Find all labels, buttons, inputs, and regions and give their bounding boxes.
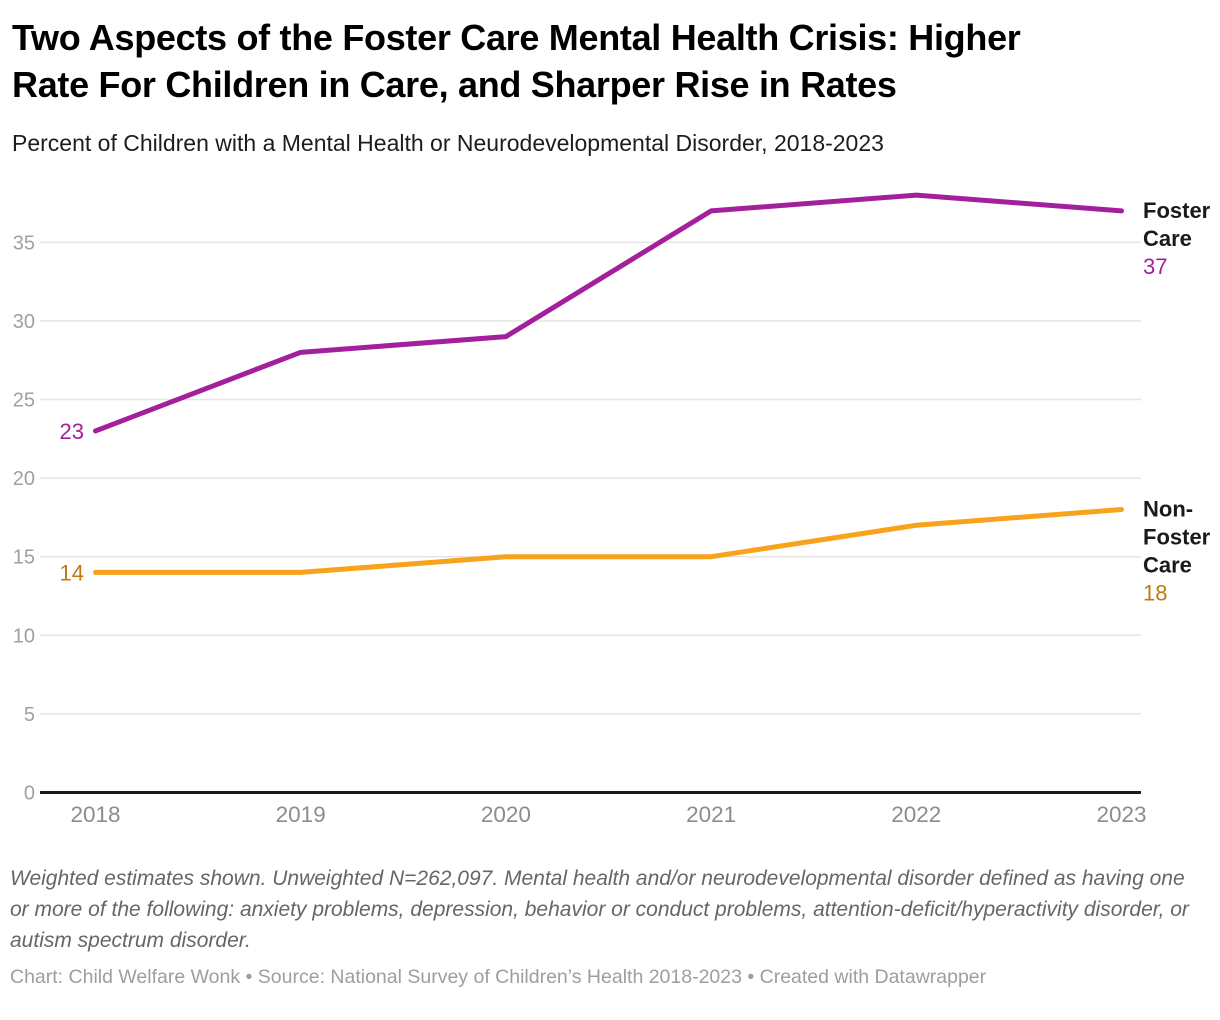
x-tick-label-2019: 2019 xyxy=(276,802,326,827)
x-tick-label-2020: 2020 xyxy=(481,802,531,827)
page-title: Two Aspects of the Foster Care Mental He… xyxy=(12,14,1208,108)
series-line-foster-care xyxy=(93,192,1124,434)
series-end-value-non-foster-care: 18 xyxy=(1143,581,1167,606)
chart-area: 0 5 10 15 20 25 30 35 2018 2019 2020 2021 2022 2023 23… xyxy=(0,167,1220,843)
series-name-label-non-foster-care-line-1: Foster xyxy=(1143,525,1211,550)
series-name-label-foster-care-line-1: Care xyxy=(1143,226,1192,251)
y-tick-label-5: 5 xyxy=(24,704,35,726)
y-tick-label-30: 30 xyxy=(13,311,35,333)
series-name-label-non-foster-care-line-2: Care xyxy=(1143,553,1192,578)
series-line-non-foster-care xyxy=(93,507,1124,575)
x-tick-label-2018: 2018 xyxy=(70,802,120,827)
x-tick-label-2022: 2022 xyxy=(891,802,941,827)
page-title-line-2: Rate For Children in Care, and Sharper R… xyxy=(12,64,897,105)
chart-credit: Chart: Child Welfare Wonk • Source: Nati… xyxy=(10,966,987,988)
y-tick-label-25: 25 xyxy=(13,390,35,412)
y-tick-label-0: 0 xyxy=(24,783,35,805)
chart-page: Two Aspects of the Foster Care Mental He… xyxy=(0,14,1220,989)
y-tick-label-35: 35 xyxy=(13,232,35,254)
y-tick-label-10: 10 xyxy=(13,625,35,647)
series-name-label-foster-care-line-0: Foster xyxy=(1143,198,1211,223)
series-start-value-foster-care: 23 xyxy=(60,419,84,444)
x-tick-label-2021: 2021 xyxy=(686,802,736,827)
y-tick-label-20: 20 xyxy=(13,468,35,490)
series-end-value-foster-care: 37 xyxy=(1143,254,1167,279)
series-start-value-non-foster-care: 14 xyxy=(60,560,84,585)
series-name-label-non-foster-care-line-0: Non- xyxy=(1143,497,1193,522)
page-title-line-1: Two Aspects of the Foster Care Mental He… xyxy=(12,17,1021,58)
chart-svg: 0 5 10 15 20 25 30 35 2018 2019 2020 2021 2022 2023 23… xyxy=(13,192,1211,827)
chart-note: Weighted estimates shown. Unweighted N=2… xyxy=(10,867,1189,952)
x-tick-label-2023: 2023 xyxy=(1096,802,1146,827)
chart-subtitle: Percent of Children with a Mental Health… xyxy=(12,130,884,156)
y-tick-label-15: 15 xyxy=(13,547,35,569)
